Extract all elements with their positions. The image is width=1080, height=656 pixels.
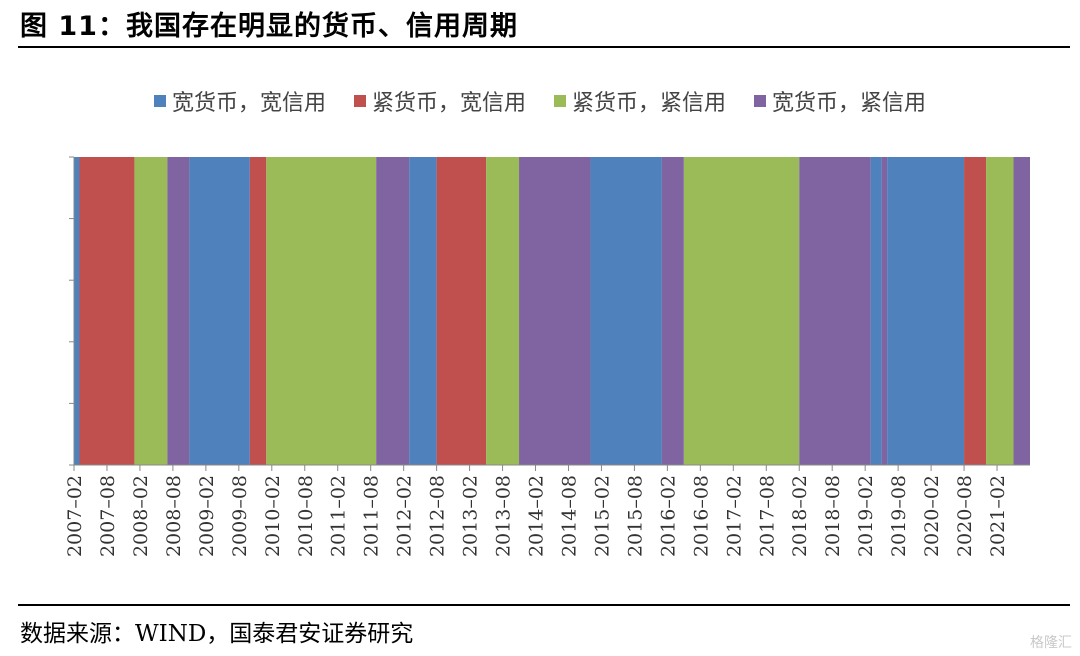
- x-tick-label-20: 2017–02: [723, 475, 745, 557]
- x-tick-label-25: 2019–08: [888, 475, 910, 557]
- regime-bar-21: [1013, 157, 1030, 465]
- legend-item-wide-wide: 宽货币，宽信用: [153, 85, 326, 117]
- regime-bar-0: [74, 157, 80, 465]
- top-rule: [18, 46, 1070, 48]
- legend-swatch-wide-tight: [754, 95, 767, 107]
- regime-bars: [74, 157, 1030, 465]
- x-tick-label-12: 2013–02: [460, 475, 482, 557]
- legend-item-wide-tight: 宽货币，紧信用: [754, 85, 926, 117]
- regime-bar-9: [436, 157, 487, 465]
- x-tick-label-17: 2015–08: [624, 475, 646, 557]
- x-tick-label-8: 2011–02: [328, 475, 350, 557]
- x-tick-label-27: 2020–08: [954, 475, 976, 557]
- regime-bar-1: [79, 157, 135, 465]
- regime-bar-18: [887, 157, 965, 465]
- legend-label-wide-wide: 宽货币，宽信用: [171, 91, 326, 116]
- regime-bar-16: [870, 157, 882, 465]
- legend-swatch-tight-tight: [554, 95, 566, 107]
- chart-title: 图 11：我国存在明显的货币、信用周期: [20, 11, 518, 42]
- x-tick-label-28: 2021–02: [987, 475, 1009, 557]
- regime-bar-13: [661, 157, 684, 465]
- x-tick-label-14: 2014–02: [526, 475, 548, 557]
- x-tick-label-22: 2018–02: [789, 475, 811, 557]
- x-tick-label-23: 2018–08: [822, 475, 844, 557]
- x-tick-label-16: 2015–02: [591, 475, 613, 557]
- x-tick-label-0: 2007–02: [64, 475, 86, 557]
- x-tick-label-10: 2012–02: [394, 475, 416, 557]
- regime-bar-2: [134, 157, 168, 465]
- regime-bar-4: [189, 157, 250, 465]
- regime-bar-14: [683, 157, 800, 465]
- x-tick-label-19: 2016–08: [690, 475, 712, 557]
- legend-item-tight-tight: 紧货币，紧信用: [554, 85, 726, 117]
- x-tick-label-6: 2010–02: [262, 475, 284, 557]
- regime-bar-7: [376, 157, 410, 465]
- x-tick-label-18: 2016–02: [657, 475, 679, 557]
- regime-bar-10: [486, 157, 520, 465]
- x-tick-label-21: 2017–08: [756, 475, 778, 557]
- legend-item-tight-wide: 紧货币，宽信用: [353, 85, 526, 117]
- legend-label-tight-wide: 紧货币，宽信用: [371, 91, 526, 116]
- legend-swatch-wide-wide: [153, 95, 166, 107]
- x-tick-label-24: 2019–02: [855, 475, 877, 557]
- x-tick-label-7: 2010–08: [295, 475, 317, 557]
- regime-bar-6: [266, 157, 377, 465]
- x-axis: 2007–02 2007–08 2008–02 2008–08 2009–02 2009–…: [64, 156, 1030, 557]
- x-tick-label-5: 2009–08: [229, 475, 251, 557]
- regime-bar-19: [964, 157, 987, 465]
- x-tick-label-3: 2008–08: [163, 475, 185, 557]
- x-tick-label-15: 2014–08: [558, 475, 580, 557]
- legend-label-wide-tight: 宽货币，紧信用: [772, 91, 927, 116]
- watermark-logo: 格隆汇: [1030, 635, 1072, 651]
- regime-bar-3: [167, 157, 190, 465]
- regime-bar-5: [249, 157, 267, 465]
- regime-bar-15: [799, 157, 871, 465]
- regime-chart: 2007–02 2007–08 2008–02 2008–08 2009–02 2009–…: [64, 156, 1030, 557]
- x-tick-label-13: 2013–08: [493, 475, 515, 557]
- regime-bar-12: [590, 157, 662, 465]
- x-tick-label-1: 2007–08: [97, 475, 119, 557]
- x-tick-label-11: 2012–08: [427, 475, 449, 557]
- x-tick-label-26: 2020–02: [921, 475, 943, 557]
- bottom-rule: [18, 604, 1070, 606]
- x-tick-label-2: 2008–02: [130, 475, 152, 557]
- regime-bar-17: [881, 157, 888, 465]
- x-tick-label-4: 2009–02: [196, 475, 218, 557]
- source-note: 数据来源：WIND，国泰君安证券研究: [20, 621, 414, 647]
- regime-bar-11: [519, 157, 591, 465]
- x-tick-label-9: 2011–08: [361, 475, 383, 557]
- chart-legend: 宽货币，宽信用 紧货币，宽信用 紧货币，紧信用 宽货币，紧信用: [0, 84, 1080, 118]
- legend-label-tight-tight: 紧货币，紧信用: [572, 91, 727, 116]
- regime-bar-8: [409, 157, 437, 465]
- legend-swatch-tight-wide: [353, 95, 366, 107]
- regime-bar-20: [986, 157, 1014, 465]
